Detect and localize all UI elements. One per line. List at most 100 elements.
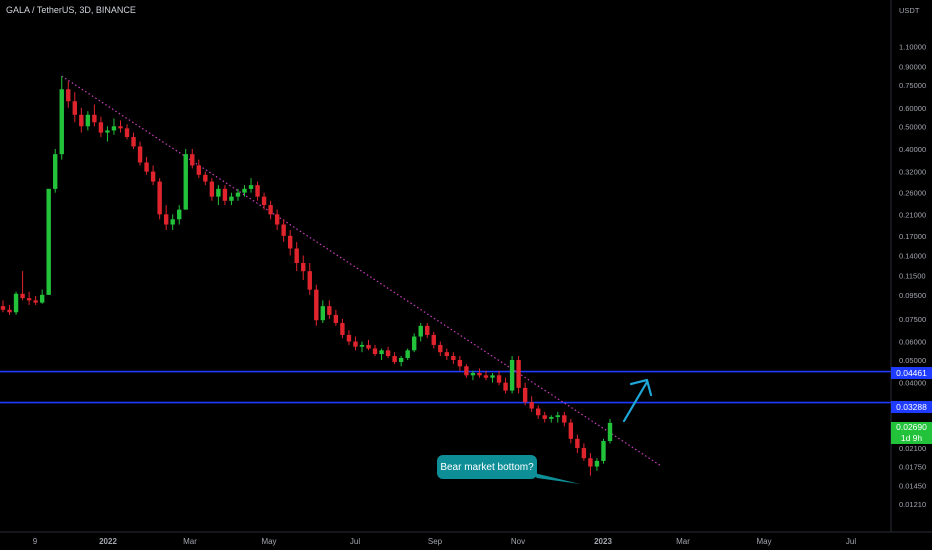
candle-body bbox=[536, 408, 541, 416]
candle-body bbox=[190, 154, 195, 166]
candle-body bbox=[150, 171, 156, 182]
candle-body bbox=[575, 438, 580, 449]
candle-body bbox=[222, 188, 228, 201]
time-tick-label: May bbox=[756, 537, 771, 546]
time-tick-label: Nov bbox=[511, 537, 525, 546]
candle-body bbox=[522, 387, 528, 403]
candle-body bbox=[509, 360, 515, 391]
time-tick-label: 2022 bbox=[99, 537, 117, 546]
price-tick-label: 0.05000 bbox=[899, 356, 926, 365]
candle-body bbox=[274, 214, 280, 225]
price-tick-label: 0.02100 bbox=[899, 444, 926, 453]
candle-body bbox=[0, 306, 6, 310]
candle-body bbox=[359, 344, 365, 347]
candle-body bbox=[470, 372, 476, 376]
candle-body bbox=[314, 289, 319, 321]
candle-body bbox=[353, 341, 358, 347]
price-axis: USDT 1.10000 0.90000 0.75000 0.60000 0.50000 0… bbox=[890, 0, 926, 532]
price-tick-label: 0.07500 bbox=[899, 315, 926, 324]
candle-body bbox=[562, 415, 567, 423]
candle-body bbox=[549, 417, 554, 419]
candle-body bbox=[66, 89, 71, 102]
price-tick-label: 0.17000 bbox=[899, 232, 926, 241]
annotation-pointer bbox=[530, 472, 580, 484]
candle-body bbox=[327, 306, 332, 315]
candle-body bbox=[581, 448, 587, 459]
candle-body bbox=[366, 344, 371, 349]
candle-body bbox=[301, 263, 306, 272]
price-tick-label: 0.21000 bbox=[899, 210, 926, 219]
price-tick-label: 0.32000 bbox=[899, 168, 926, 177]
time-tick-label: Mar bbox=[676, 537, 690, 546]
candle-body bbox=[307, 271, 312, 290]
price-tick-label: 0.01750 bbox=[899, 463, 926, 472]
candle-body bbox=[144, 162, 149, 172]
candle-body bbox=[496, 375, 502, 383]
candle-body bbox=[607, 422, 613, 442]
price-tick-label: 0.60000 bbox=[899, 104, 926, 113]
candle-body bbox=[20, 293, 25, 299]
candle-body bbox=[124, 128, 130, 137]
candle-body bbox=[483, 375, 489, 378]
candle-body bbox=[372, 348, 378, 355]
candle-body bbox=[516, 360, 521, 388]
candle-body bbox=[261, 196, 267, 206]
level-high-tag: 0.04461 bbox=[891, 367, 932, 379]
candle-body bbox=[235, 192, 241, 197]
price-tick-label: 0.09500 bbox=[899, 291, 926, 300]
time-tick-label: 2023 bbox=[594, 537, 612, 546]
candle-body bbox=[477, 372, 482, 376]
price-tick-label: 0.50000 bbox=[899, 122, 926, 131]
price-tick-label: 0.11500 bbox=[899, 271, 926, 280]
candle-body bbox=[111, 126, 117, 131]
candle-body bbox=[7, 309, 12, 313]
time-tick-label: May bbox=[261, 537, 276, 546]
candle-body bbox=[457, 360, 463, 367]
horizontal-levels bbox=[0, 370, 891, 404]
candle-body bbox=[13, 293, 19, 313]
candle-body bbox=[385, 350, 391, 357]
price-tick-label: 1.10000 bbox=[899, 42, 926, 51]
candle-body bbox=[157, 181, 162, 215]
price-tick-label: 0.01450 bbox=[899, 482, 926, 491]
candle-body bbox=[268, 205, 273, 215]
candle-body bbox=[594, 460, 600, 467]
time-tick-label: Mar bbox=[183, 537, 197, 546]
trendline bbox=[61, 75, 663, 484]
candle-body bbox=[294, 248, 299, 264]
candle-body bbox=[340, 322, 345, 335]
candle-body bbox=[39, 294, 45, 303]
countdown-value: 1d 9h bbox=[900, 433, 923, 443]
candle-body bbox=[46, 188, 51, 295]
candle-body bbox=[425, 325, 430, 335]
candle-body bbox=[405, 350, 410, 358]
arrow-shaft bbox=[622, 380, 649, 423]
candle-body bbox=[183, 154, 188, 210]
price-tick-label: 0.40000 bbox=[899, 145, 926, 154]
candle-body bbox=[242, 188, 247, 193]
candle-body bbox=[229, 196, 234, 201]
price-tick-label: 0.26000 bbox=[899, 189, 926, 198]
candle-body bbox=[59, 89, 64, 155]
time-tick-label: Jul bbox=[350, 537, 360, 546]
candle-body bbox=[333, 314, 339, 323]
level-low-tag: 0.03288 bbox=[891, 401, 932, 413]
candle-body bbox=[79, 114, 84, 127]
candle-body bbox=[588, 458, 593, 467]
candle-body bbox=[555, 415, 560, 418]
candle-body bbox=[503, 382, 508, 391]
candle-body bbox=[451, 356, 456, 360]
candle-body bbox=[170, 219, 175, 225]
candle-body bbox=[287, 235, 293, 249]
time-axis: 9 2022 Mar May Jul Sep Nov 2023 Mar May Jul bbox=[0, 531, 932, 546]
candle-body bbox=[248, 185, 254, 189]
candle-body bbox=[163, 214, 169, 225]
price-tick-label: 0.06000 bbox=[899, 337, 926, 346]
candle-body bbox=[568, 422, 574, 439]
candle-body bbox=[529, 402, 534, 409]
candle-body bbox=[137, 146, 143, 163]
time-tick-label: Jul bbox=[846, 537, 856, 546]
candle-body bbox=[33, 300, 38, 303]
candle-body bbox=[398, 357, 404, 363]
